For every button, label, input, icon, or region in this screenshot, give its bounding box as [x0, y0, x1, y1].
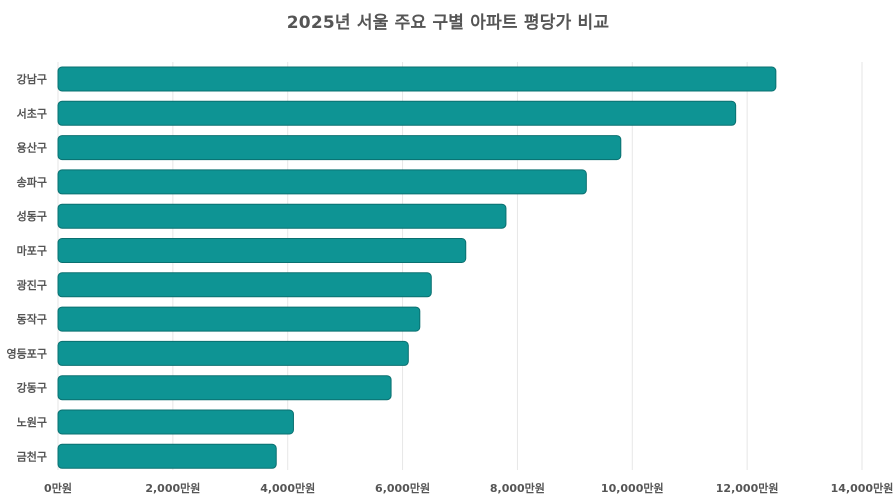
bar [57, 66, 777, 92]
category-label: 송파구 [17, 175, 47, 189]
bar [57, 443, 277, 469]
category-label: 노원구 [17, 415, 47, 429]
bar [57, 306, 421, 332]
category-label: 성동구 [17, 209, 47, 223]
x-tick-label: 8,000만원 [490, 481, 545, 495]
bar [57, 203, 507, 229]
chart-title: 2025년 서울 주요 구별 아파트 평당가 비교 [286, 13, 610, 33]
x-tick-label: 10,000만원 [601, 481, 664, 495]
x-tick-label: 0만원 [44, 481, 72, 495]
x-axis-tick-labels: 0만원 2,000만원 4,000만원 6,000만원 8,000만원 10,000만원 1… [44, 481, 893, 495]
bar [57, 340, 409, 366]
category-label: 동작구 [17, 312, 47, 326]
x-tick-label: 6,000만원 [375, 481, 430, 495]
bar [57, 100, 737, 126]
category-label: 강남구 [17, 72, 47, 86]
x-tick-label: 14,000만원 [831, 481, 894, 495]
category-label: 광진구 [17, 278, 47, 292]
bar [57, 238, 467, 263]
bar [57, 272, 432, 298]
x-tick-label: 4,000만원 [260, 481, 315, 495]
category-label: 금천구 [17, 449, 47, 463]
category-label: 서초구 [17, 106, 47, 120]
x-tick-label: 12,000만원 [716, 481, 779, 495]
category-label: 강동구 [17, 381, 47, 395]
bar [57, 375, 392, 401]
category-label: 영등포구 [7, 347, 47, 360]
bar [57, 169, 587, 195]
bar [57, 409, 294, 435]
category-label: 마포구 [17, 244, 47, 258]
x-tick-label: 2,000만원 [145, 481, 200, 495]
category-label: 용산구 [17, 141, 47, 155]
bar [57, 135, 622, 161]
grid-lines [57, 62, 863, 470]
bars [57, 66, 777, 469]
